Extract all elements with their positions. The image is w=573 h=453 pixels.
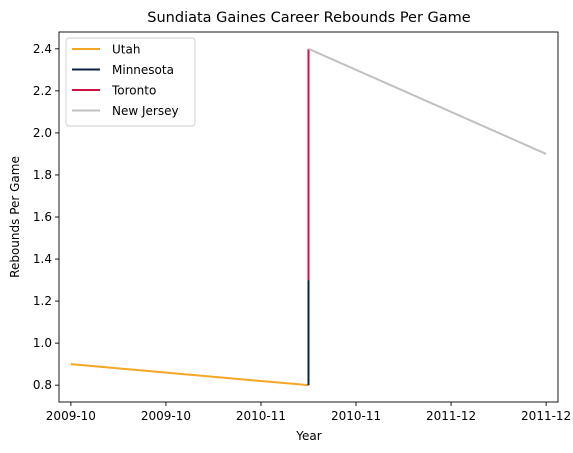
y-tick-label: 1.4	[33, 252, 52, 266]
legend-label: Toronto	[111, 84, 156, 98]
series-line-utah	[70, 363, 309, 387]
y-tick-label: 2.4	[33, 42, 52, 56]
x-tick-label: 2010-11	[331, 409, 381, 423]
y-axis-title: Rebounds Per Game	[8, 156, 22, 278]
x-axis-title: Year	[295, 429, 321, 443]
legend-label: Utah	[112, 43, 140, 57]
legend-box	[65, 37, 196, 127]
y-tick-label: 1.0	[33, 336, 52, 350]
y-tick-label: 2.2	[33, 84, 52, 98]
y-tick-label: 1.8	[33, 168, 52, 182]
x-tick-label: 2011-12	[521, 409, 571, 423]
x-tick-label: 2009-10	[46, 409, 96, 423]
y-tick-label: 0.8	[33, 378, 52, 392]
legend-label: Minnesota	[112, 63, 174, 77]
series-line-new-jersey	[308, 47, 547, 155]
plot-area: 0.8 1.0 1.2 1.4 1.6 1.8 2.0 2.2 2.4 2009-10 2009-1…	[33, 31, 571, 423]
x-tick-label: 2010-11	[236, 409, 286, 423]
x-tick-label: 2011-12	[426, 409, 476, 423]
y-tick-label: 1.2	[33, 294, 52, 308]
y-tick-label: 1.6	[33, 210, 52, 224]
x-tick-label: 2009-10	[141, 409, 191, 423]
legend-label: New Jersey	[112, 104, 179, 118]
chart-title: Sundiata Gaines Career Rebounds Per Game	[147, 10, 471, 26]
y-tick-label: 2.0	[33, 126, 52, 140]
